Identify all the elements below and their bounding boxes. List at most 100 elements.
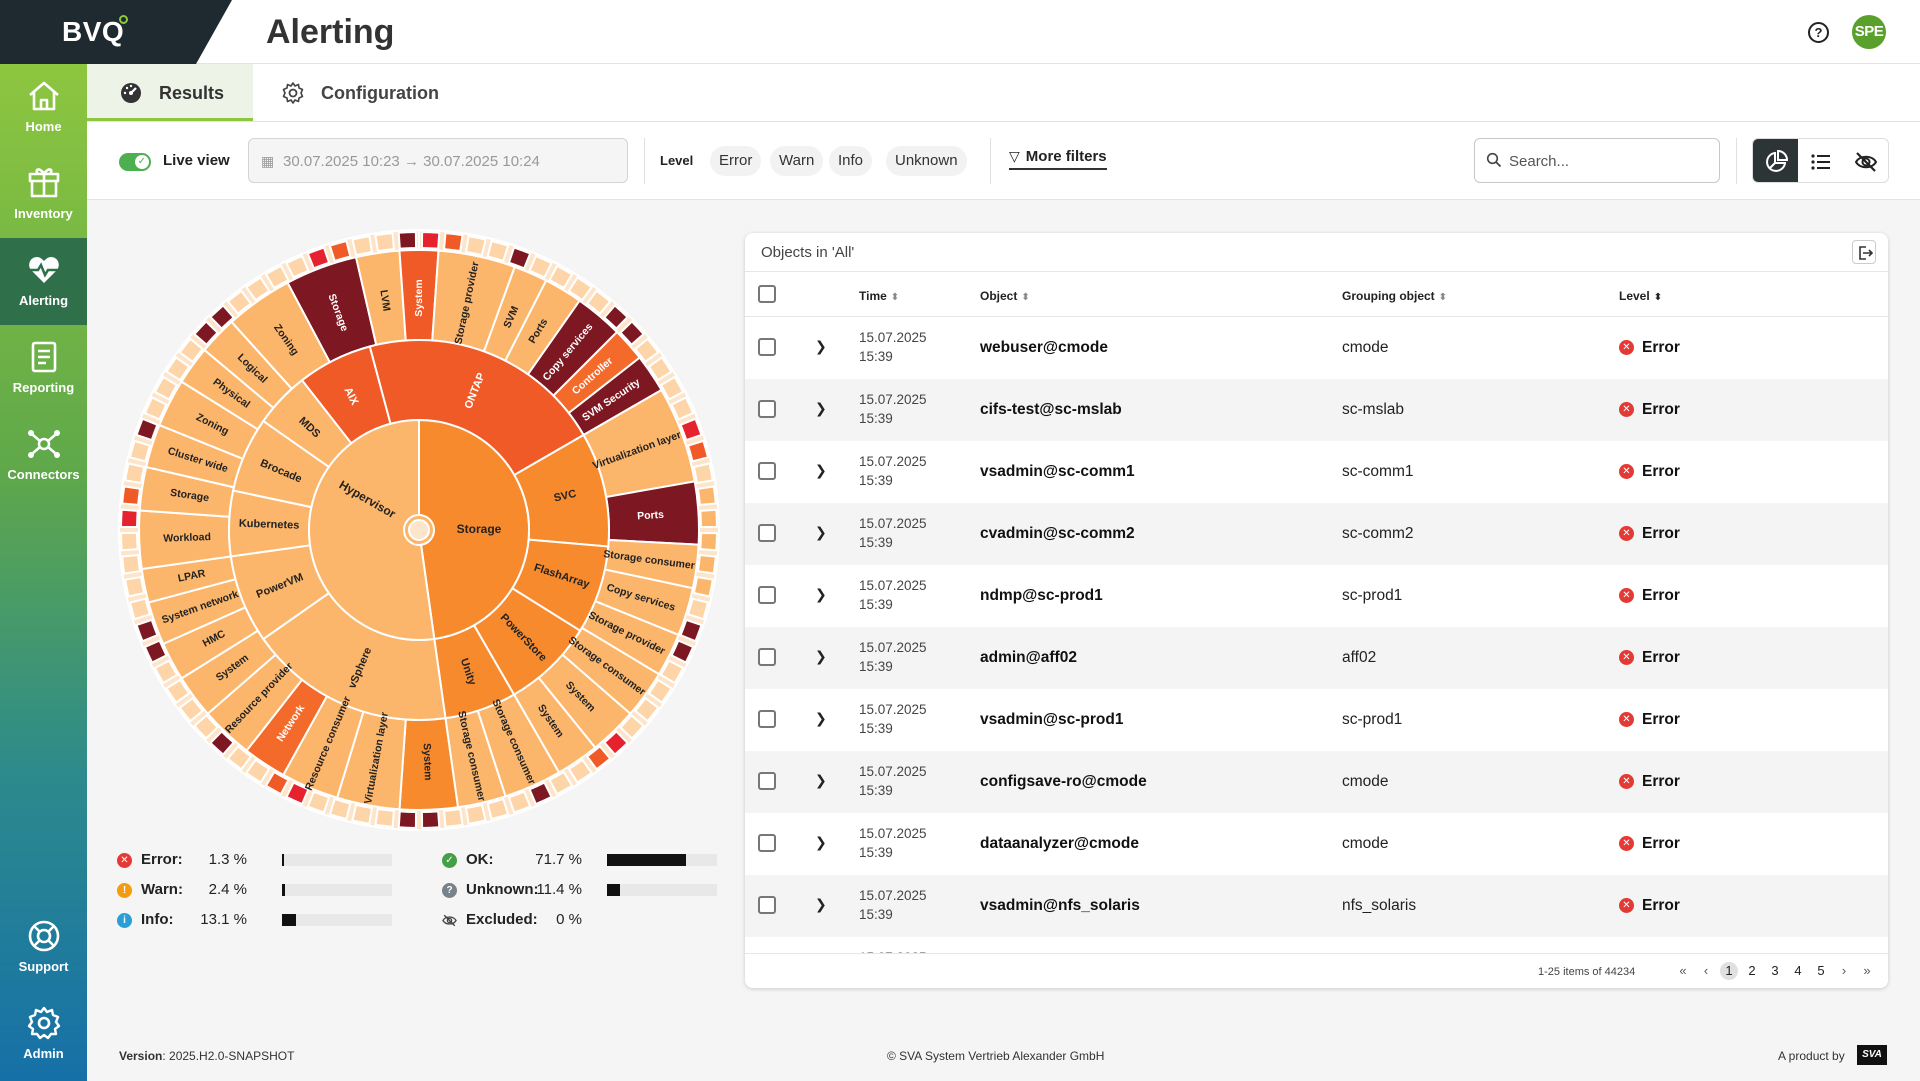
sunburst-tick[interactable] xyxy=(351,235,374,257)
sunburst-tick[interactable] xyxy=(486,239,510,263)
sunburst-tick[interactable] xyxy=(507,790,532,814)
search-input[interactable] xyxy=(1509,151,1709,171)
row-object[interactable]: cifs-test@sc-mslab xyxy=(980,401,1122,418)
search-box[interactable] xyxy=(1474,138,1720,183)
table-row[interactable]: ❯ 15.07.2025 15:39 ndmp@sc-prod1 sc-prod1 ✕ Er… xyxy=(745,565,1888,627)
sunburst-tick[interactable] xyxy=(567,758,594,784)
sunburst-tick[interactable] xyxy=(699,531,718,552)
list-view-button[interactable] xyxy=(1798,139,1843,182)
live-view-toggle[interactable]: ✓ xyxy=(119,153,151,171)
expand-chevron-icon[interactable]: ❯ xyxy=(815,524,827,540)
table-row[interactable]: ❯ 15.07.2025 15:39 vsadmin@nfs_solaris nfs_s… xyxy=(745,875,1888,937)
table-row[interactable]: ❯ 15.07.2025 15:39 vsadmin@sc-comm1 sc-comm1… xyxy=(745,441,1888,503)
sunburst-segment[interactable] xyxy=(418,418,530,641)
row-object[interactable]: cvadmin@sc-comm2 xyxy=(980,525,1135,542)
sunburst-tick[interactable] xyxy=(699,508,718,529)
sunburst-tick[interactable] xyxy=(670,639,695,664)
sunburst-tick[interactable] xyxy=(193,713,219,740)
expand-chevron-icon[interactable]: ❯ xyxy=(815,586,827,602)
table-row[interactable]: ❯ 15.07.2025 15:39 configsave-ro@cmode cmode… xyxy=(745,751,1888,813)
sidebar-item-admin[interactable]: Admin xyxy=(0,991,87,1078)
row-object[interactable]: ndmp@sc-prod1 xyxy=(980,587,1103,604)
tab-results[interactable]: Results xyxy=(87,64,253,121)
row-object[interactable]: vsadmin@sc-comm1 xyxy=(980,463,1135,480)
sunburst-tick[interactable] xyxy=(285,781,310,806)
row-checkbox[interactable] xyxy=(758,586,776,604)
table-row[interactable]: ❯ 15.07.2025 15:39 vsadmin@sc-prod1 sc-prod1… xyxy=(745,689,1888,751)
sunburst-tick[interactable] xyxy=(696,485,717,507)
logo[interactable]: BVQ xyxy=(0,0,232,64)
sunburst-tick[interactable] xyxy=(351,803,374,825)
prev-page-button[interactable]: ‹ xyxy=(1703,963,1709,978)
export-button[interactable] xyxy=(1852,240,1876,264)
sunburst-tick[interactable] xyxy=(602,304,629,330)
sunburst-tick[interactable] xyxy=(226,744,253,771)
sunburst-tick[interactable] xyxy=(619,320,645,347)
avatar[interactable]: SPE xyxy=(1852,15,1886,49)
sidebar-item-inventory[interactable]: Inventory xyxy=(0,151,87,238)
sidebar-item-connectors[interactable]: Connectors xyxy=(0,412,87,499)
sunburst-tick[interactable] xyxy=(143,396,168,421)
sunburst-tick[interactable] xyxy=(686,439,710,463)
sunburst-tick[interactable] xyxy=(135,417,159,442)
table-row[interactable]: ❯ 15.07.2025 15:39 cvadmin@sc-comm2 sc-comm2… xyxy=(745,503,1888,565)
sunburst-tick[interactable] xyxy=(209,304,236,330)
page-button-4[interactable]: 4 xyxy=(1794,963,1802,978)
sunburst-tick[interactable] xyxy=(397,231,418,250)
row-object[interactable]: vsadmin@nfs_solaris xyxy=(980,897,1140,914)
sunburst-segment[interactable] xyxy=(308,418,436,641)
sunburst-tick[interactable] xyxy=(686,597,710,621)
page-button-1[interactable]: 1 xyxy=(1720,962,1738,980)
row-object[interactable]: vsadmin@sc-prod1 xyxy=(980,711,1124,728)
sunburst-tick[interactable] xyxy=(633,337,660,364)
sunburst-tick[interactable] xyxy=(120,508,139,529)
sunburst-tick[interactable] xyxy=(124,575,146,598)
expand-chevron-icon[interactable]: ❯ xyxy=(815,400,827,416)
first-page-button[interactable]: « xyxy=(1679,963,1687,978)
table-row[interactable]: ❯ 15.07.2025 15:39 webuser@cmode cmode ✕ Error xyxy=(745,317,1888,379)
sunburst-tick[interactable] xyxy=(120,531,139,552)
sunburst-tick[interactable] xyxy=(328,239,352,263)
expand-chevron-icon[interactable]: ❯ xyxy=(815,896,827,912)
level-chip-unknown[interactable]: Unknown xyxy=(886,146,967,176)
row-object[interactable]: configsave-ro@cmode xyxy=(980,773,1147,790)
sunburst-tick[interactable] xyxy=(528,781,553,806)
expand-chevron-icon[interactable]: ❯ xyxy=(815,338,827,354)
sidebar-item-alerting[interactable]: Alerting xyxy=(0,238,87,325)
row-object[interactable]: dataanalyzer@cmode xyxy=(980,835,1139,852)
sunburst-tick[interactable] xyxy=(507,246,532,270)
date-range-picker[interactable]: ▦ 30.07.2025 10:23 → 30.07.2025 10:24 xyxy=(248,138,628,183)
sunburst-tick[interactable] xyxy=(135,618,159,643)
sunburst-tick[interactable] xyxy=(121,485,142,507)
sunburst-tick[interactable] xyxy=(670,396,695,421)
table-row[interactable]: ❯ 15.07.2025 15:39 admin@aff02 aff02 ✕ Error xyxy=(745,627,1888,689)
sunburst-tick[interactable] xyxy=(420,231,441,250)
sunburst-tick[interactable] xyxy=(165,355,191,382)
sunburst-tick[interactable] xyxy=(585,289,612,316)
sunburst-tick[interactable] xyxy=(633,696,660,723)
sunburst-tick[interactable] xyxy=(128,439,152,463)
table-row[interactable]: ❯ 15.07.2025 15:39 dataanalyzer@cmode cmode ✕… xyxy=(745,813,1888,875)
row-checkbox[interactable] xyxy=(758,648,776,666)
sunburst-tick[interactable] xyxy=(165,678,191,705)
sunburst-tick[interactable] xyxy=(264,770,290,796)
sunburst-tick[interactable] xyxy=(548,770,574,796)
last-page-button[interactable]: » xyxy=(1863,963,1871,978)
page-button-2[interactable]: 2 xyxy=(1748,963,1756,978)
next-page-button[interactable]: › xyxy=(1841,963,1847,978)
sunburst-tick[interactable] xyxy=(464,235,487,257)
sunburst-tick[interactable] xyxy=(121,553,142,575)
sunburst-tick[interactable] xyxy=(124,462,146,485)
row-checkbox[interactable] xyxy=(758,772,776,790)
sunburst-tick[interactable] xyxy=(692,462,714,485)
expand-chevron-icon[interactable]: ❯ xyxy=(815,648,827,664)
sidebar-item-home[interactable]: Home xyxy=(0,64,87,151)
sunburst-tick[interactable] xyxy=(679,618,703,643)
sunburst-tick[interactable] xyxy=(374,807,396,828)
sunburst-tick[interactable] xyxy=(178,696,205,723)
column-header-time[interactable]: Time ⬍ xyxy=(859,289,899,303)
row-checkbox[interactable] xyxy=(758,834,776,852)
sunburst-tick[interactable] xyxy=(285,254,310,279)
row-object[interactable]: admin@aff02 xyxy=(980,649,1077,666)
